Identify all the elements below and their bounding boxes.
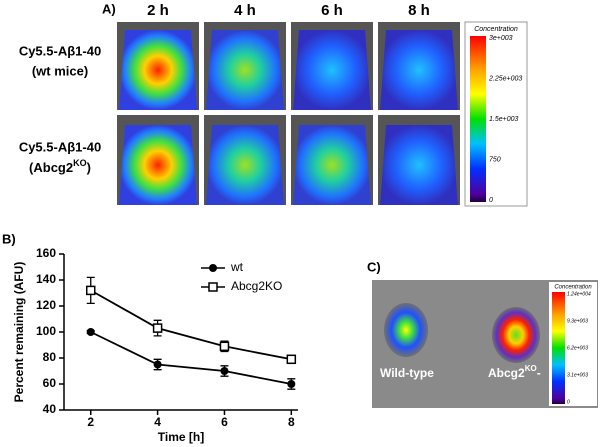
colorbar-tick-label: 0 [567, 399, 570, 405]
x-tick-label: 8 [288, 415, 295, 429]
legend-marker [208, 282, 218, 292]
colorbar-title: Concentration [474, 26, 518, 33]
x-tick-label: 2 [87, 415, 94, 429]
colorbar-tick-label: 6.2e+003 [567, 345, 588, 351]
colorbar-tick-label: 3e+003 [489, 35, 513, 42]
panel-label: B) [2, 231, 16, 246]
legend-label: wt [230, 260, 244, 274]
marker [219, 341, 230, 352]
column-label: 2 h [147, 2, 169, 19]
colorbar-tick-label: 2.25e+003 [488, 75, 522, 82]
row-label-text: (Abcg2 [29, 160, 73, 175]
panel-label: A) [102, 1, 116, 16]
line-chart: 40 60 80 100 120 140 160 2 4 6 8 Time [h] Percent re… [12, 246, 298, 444]
marker [152, 323, 163, 333]
marker [85, 285, 96, 296]
marker [220, 367, 229, 375]
y-tick-label: 40 [43, 402, 57, 416]
image-label: Abcg2KO- [488, 364, 541, 380]
legend-marker [209, 264, 217, 272]
y-axis-label: Percent remaining (AFU) [12, 262, 26, 403]
row-label: (Abcg2KO) [29, 158, 91, 175]
y-tick-label: 160 [36, 246, 56, 260]
image-label-text: - [537, 366, 541, 380]
colorbar-tick-label: 1.24e+004 [567, 291, 591, 297]
y-tick-label: 140 [36, 272, 56, 286]
series-line [90, 289, 292, 361]
marker [287, 380, 296, 388]
colorbar [552, 292, 565, 404]
row-label: Cy5.5-Aβ1-40 [19, 139, 101, 154]
superscript: KO [73, 158, 87, 168]
row-label-text: ) [87, 160, 91, 175]
marker [286, 354, 297, 365]
x-tick-label: 4 [154, 415, 161, 429]
image-blob [384, 303, 428, 357]
legend-label: Abcg2KO [231, 279, 282, 293]
image-label: Wild-type [380, 366, 434, 380]
superscript: KO [525, 364, 537, 373]
x-axis-label: Time [h] [158, 430, 204, 444]
image-grid [117, 22, 460, 205]
row-label: Cy5.5-Aβ1-40 [19, 43, 101, 58]
series-line [90, 331, 292, 385]
row-label: (wt mice) [32, 63, 88, 78]
column-label: 4 h [234, 2, 256, 19]
image-blob [492, 307, 540, 363]
panel-label: C) [367, 259, 381, 274]
colorbar-tick-label: 9.3e+003 [567, 318, 588, 324]
colorbar-tick-label: 3.1e+003 [567, 372, 588, 378]
image-label-text: Abcg2 [488, 366, 525, 380]
y-tick-label: 60 [43, 376, 57, 390]
colorbar-title: Concentration [554, 285, 592, 291]
y-tick-label: 120 [36, 298, 56, 312]
colorbar [470, 36, 486, 202]
y-tick-label: 100 [36, 324, 56, 338]
x-tick-label: 6 [221, 415, 228, 429]
colorbar-tick-label: 750 [489, 156, 501, 163]
marker [153, 360, 162, 369]
column-label: 6 h [321, 2, 343, 19]
y-tick-label: 80 [43, 350, 57, 364]
colorbar-tick-label: 1.5e+003 [489, 116, 518, 123]
column-label: 8 h [408, 2, 430, 19]
marker [86, 328, 95, 336]
colorbar-tick-label: 0 [489, 197, 493, 204]
